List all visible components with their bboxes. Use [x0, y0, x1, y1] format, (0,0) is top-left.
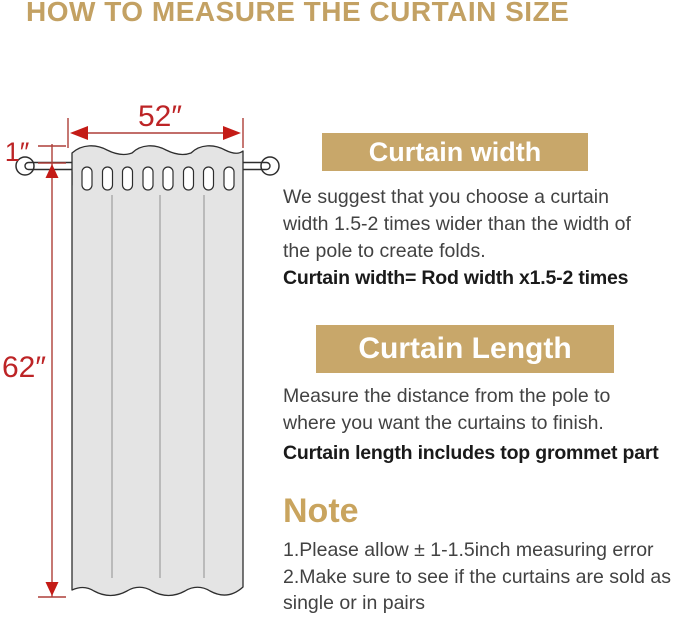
rod-finial-left	[15, 156, 35, 176]
curtain-fold-lines	[111, 195, 205, 578]
length-dimension-label: 62″	[2, 351, 46, 384]
curtain-length-body: Measure the distance from the pole to wh…	[283, 385, 611, 434]
curtain-length-heading: Curtain Length	[316, 325, 614, 373]
curtain-panel	[71, 145, 244, 597]
grommet-top-dimension-label: 1″	[5, 137, 30, 167]
curtain-measure-diagram: 52″ 1″ 62″	[2, 100, 280, 598]
curtain-width-heading-label: Curtain width	[368, 136, 542, 167]
grommet-top-dimension: 1″	[5, 137, 66, 167]
width-dimension-label: 52″	[138, 100, 182, 133]
note-list: 1.Please allow ± 1-1.5inch measuring err…	[283, 537, 679, 617]
curtain-width-body: We suggest that you choose a curtain wid…	[283, 186, 631, 262]
note-item-1: 1.Please allow ± 1-1.5inch measuring err…	[283, 539, 654, 561]
grommet-loops	[72, 166, 235, 191]
width-dimension: 52″	[67, 100, 244, 148]
note-item-2: 2.Make sure to see if the curtains are s…	[283, 565, 672, 615]
note-heading: Note	[283, 492, 359, 530]
rod-finial-right	[260, 156, 280, 176]
curtain-width-heading: Curtain width	[322, 133, 588, 171]
curtain-length-formula: Curtain length includes top grommet part	[283, 442, 659, 464]
page-title: HOW TO MEASURE THE CURTAIN SIZE	[26, 0, 570, 27]
curtain-width-formula: Curtain width= Rod width x1.5-2 times	[283, 267, 629, 289]
length-dimension: 62″	[2, 144, 66, 598]
curtain-length-heading-label: Curtain Length	[358, 332, 572, 365]
